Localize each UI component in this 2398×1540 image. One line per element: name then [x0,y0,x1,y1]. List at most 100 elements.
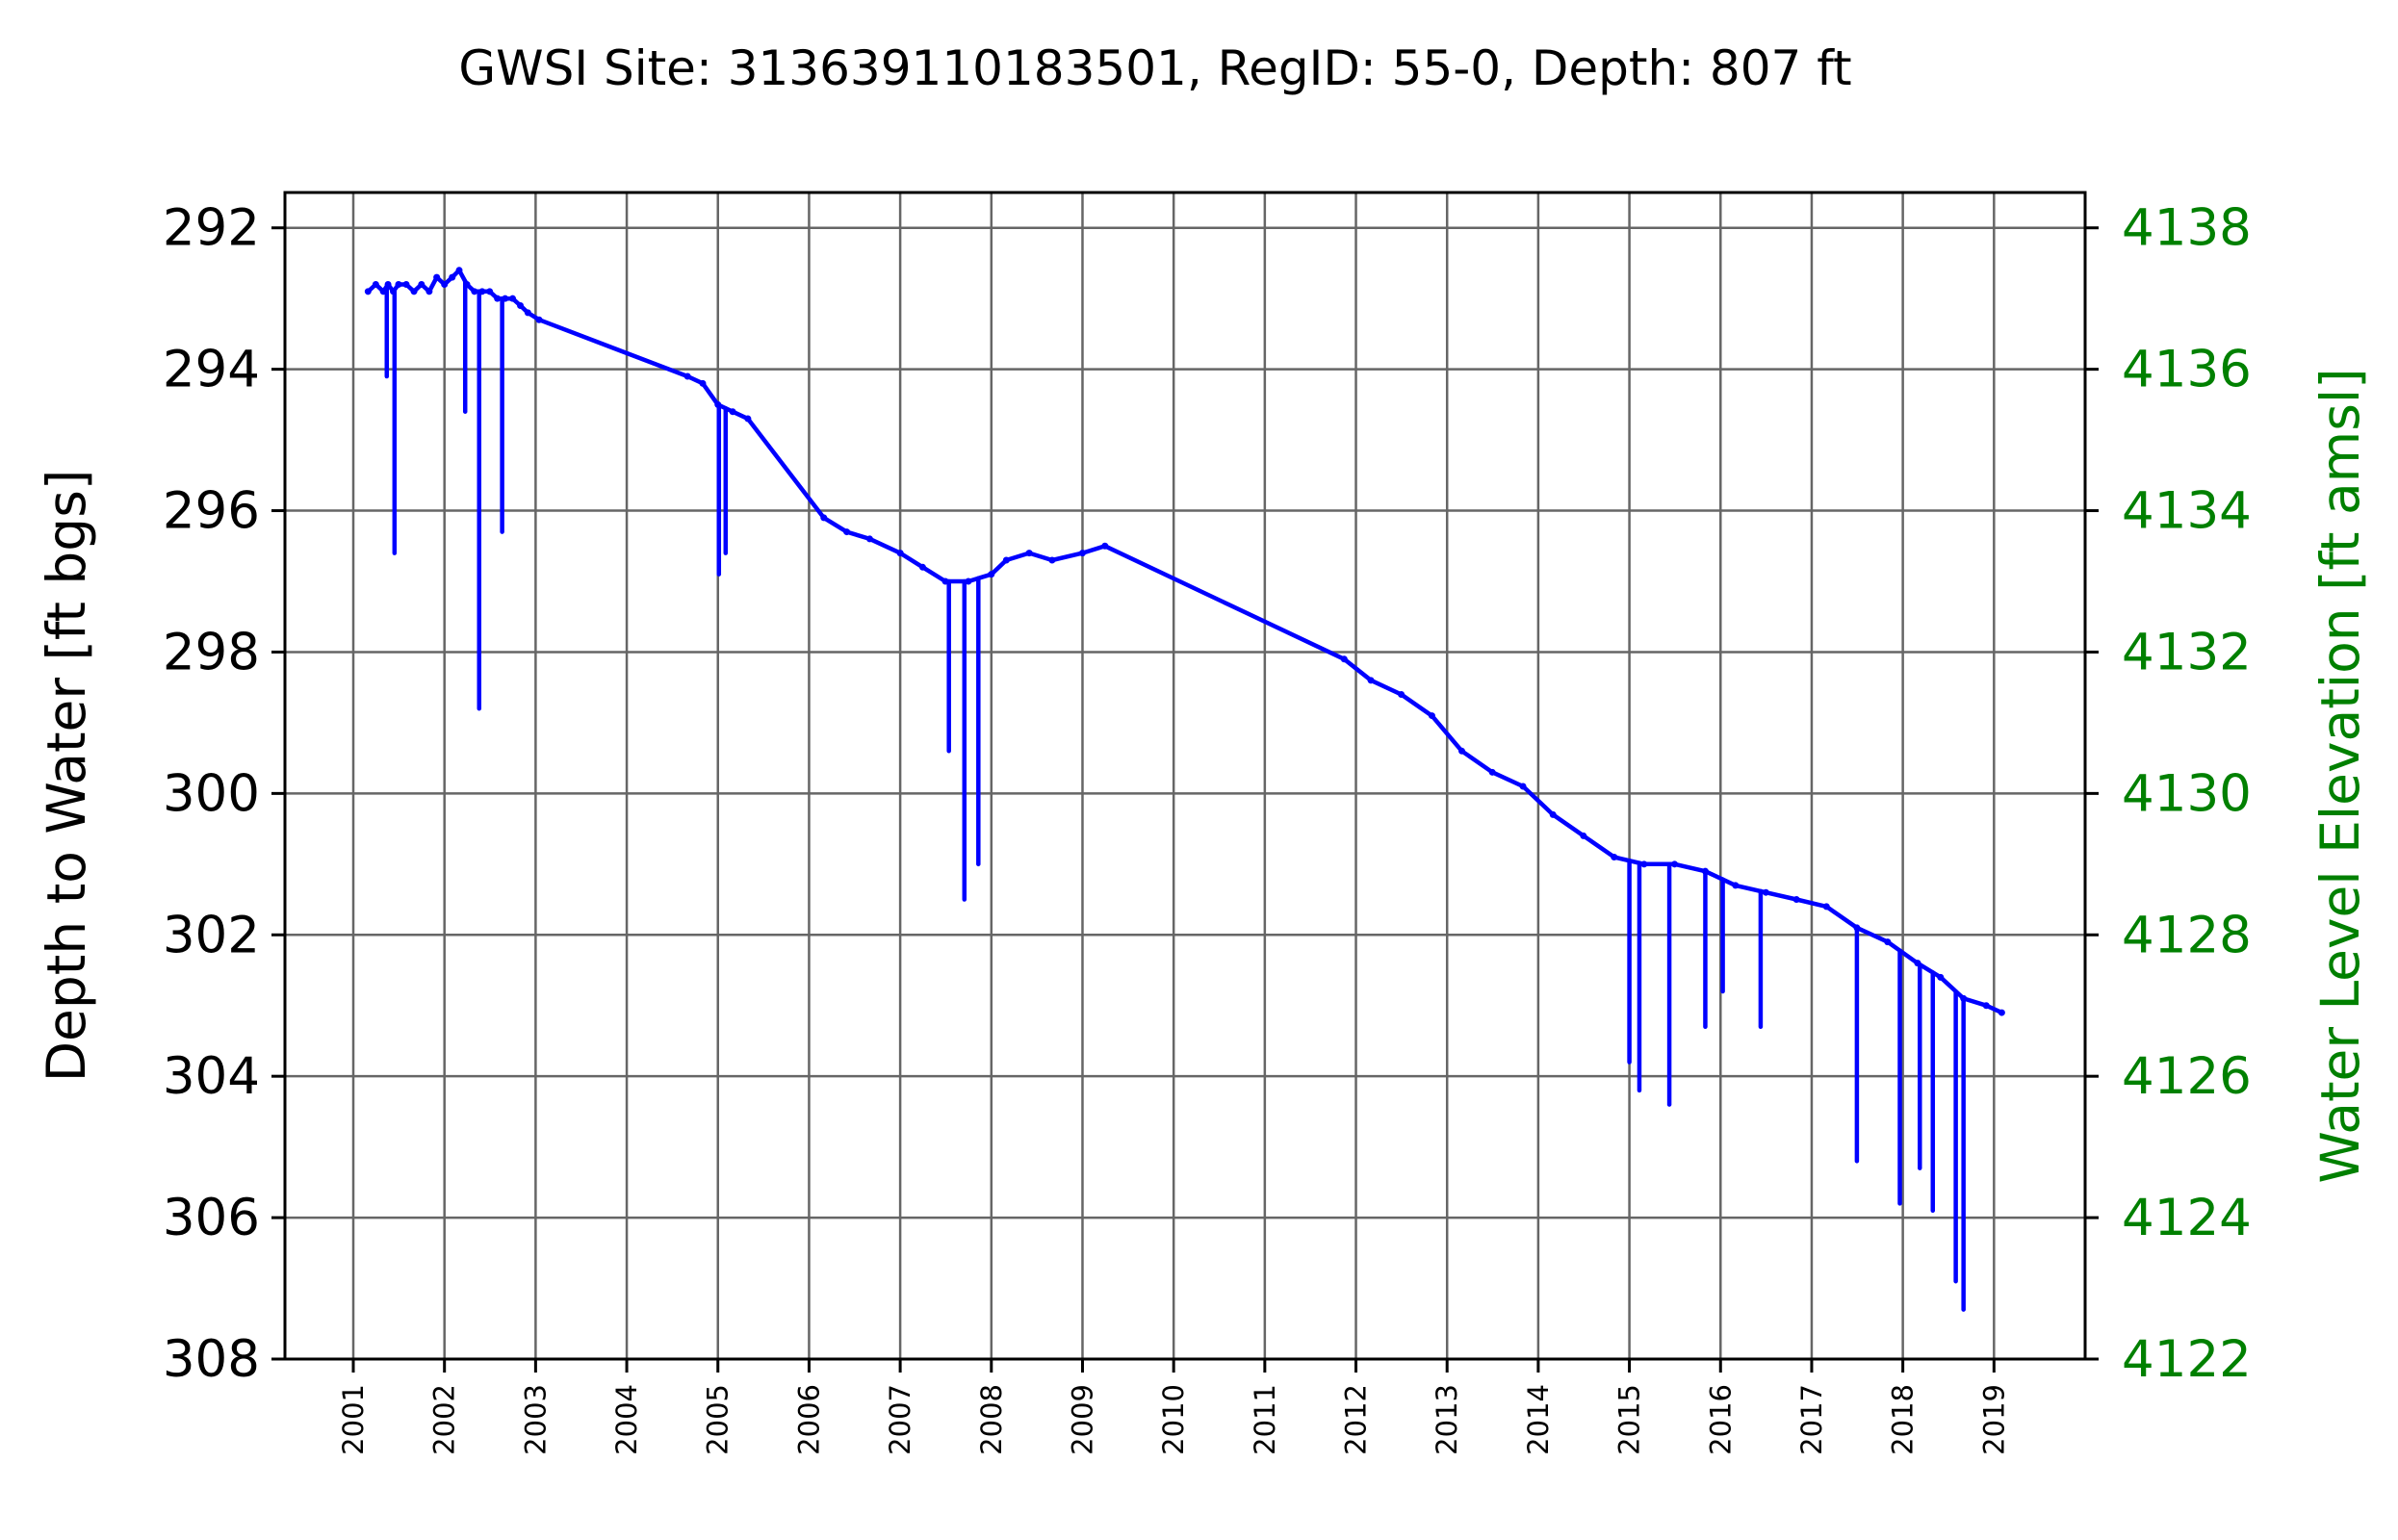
y-tick-label: 298 [163,623,260,681]
x-tick-label: 2007 [884,1384,916,1455]
y-tick-label: 304 [163,1047,260,1106]
data-point [1002,556,1010,564]
data-point [1488,768,1496,776]
data-point [517,302,525,310]
x-tick-label: 2009 [1066,1384,1098,1455]
x-tick-label: 2018 [1887,1384,1920,1455]
x-tick-label: 2013 [1431,1384,1463,1455]
x-tick-label: 2012 [1340,1384,1373,1455]
data-point [965,578,972,585]
x-tick-label: 2003 [519,1384,552,1455]
data-point [455,267,463,274]
data-point [418,280,425,288]
data-point [1519,783,1527,790]
data-point [1398,691,1405,699]
y-right-tick-label: 4128 [2122,906,2252,964]
data-point [395,280,402,288]
x-tick-label: 2002 [428,1384,461,1455]
data-point [535,316,543,323]
y-tick-label: 308 [163,1330,260,1389]
x-axis: 2001 2002 2003 2004 2005 2006 2007 2008 2009 2010… [337,1359,2010,1455]
data-point [1762,888,1769,896]
data-point [1937,973,1945,981]
data-point [820,514,828,522]
data-point [729,408,736,416]
data-point [918,563,926,571]
x-tick-label: 2001 [337,1384,370,1455]
data-point [843,528,851,536]
y-right-tick-label: 4130 [2122,764,2252,823]
y-right-tick-label: 4124 [2122,1189,2252,1247]
y-tick-label: 302 [163,906,260,964]
y-tick-label: 300 [163,764,260,823]
data-point [471,288,478,295]
data-point [1025,550,1033,557]
data-point [1458,747,1466,755]
data-point [486,288,494,295]
y-right-tick-label: 4132 [2122,623,2252,681]
data-point [410,288,418,295]
plot-frame [283,191,2087,1361]
data-point [988,571,995,578]
data-point [1671,860,1679,868]
data-point [1732,882,1740,889]
x-tick-label: 2015 [1613,1384,1646,1455]
data-point [1792,896,1800,904]
plot-background [285,192,2085,1359]
data-point [1340,655,1348,663]
y-right-tick-label: 4122 [2122,1330,2252,1389]
data-point [1822,903,1830,911]
data-point [425,288,433,295]
data-point [1428,712,1435,720]
x-tick-label: 2014 [1522,1384,1555,1455]
x-tick-label: 2016 [1704,1384,1737,1455]
y-right-tick-label: 4126 [2122,1047,2252,1106]
y-axis-right-label: Water Level Elevation [ft amsl] [2309,368,2371,1183]
data-point [1367,677,1375,684]
y-tick-label: 292 [163,199,260,258]
data-point [364,288,372,295]
data-point [449,273,456,281]
x-tick-label: 2011 [1249,1384,1281,1455]
data-point [1611,853,1618,860]
data-point [1998,1009,2005,1016]
data-point [1101,542,1109,550]
y-axis-left-label: Depth to Water [ft bgs] [36,470,97,1083]
data-point [402,280,410,288]
x-tick-label: 2005 [702,1384,735,1455]
chart-title: GWSI Site: 313639110183501, RegID: 55-0,… [458,40,1851,96]
data-point [683,372,691,380]
data-point [433,273,441,281]
data-point [1580,832,1587,839]
data-point [1048,556,1056,564]
data-point [744,415,752,423]
x-tick-label: 2017 [1795,1384,1828,1455]
data-point [1549,810,1557,818]
data-point [524,309,531,317]
data-point [441,280,449,288]
y-axis-right: 4138 4136 4134 4132 4130 4128 4126 4124 4122 [2085,199,2252,1389]
data-point [1078,550,1086,557]
y-tick-label: 296 [163,482,260,541]
series-layer [364,267,2005,1312]
data-point [896,550,904,557]
y-right-tick-label: 4138 [2122,199,2252,258]
grid [285,192,2085,1361]
y-tick-label: 306 [163,1189,260,1247]
data-point [699,379,707,387]
data-point [1640,860,1648,868]
x-tick-label: 2010 [1157,1384,1190,1455]
data-point [509,295,517,302]
y-right-tick-label: 4136 [2122,341,2252,399]
y-right-tick-label: 4134 [2122,482,2252,541]
y-tick-label: 294 [163,341,260,399]
x-tick-label: 2006 [792,1384,825,1455]
data-point [1884,938,1892,946]
y-axis-left: 292 294 296 298 300 302 304 306 308 [163,199,285,1389]
x-tick-label: 2019 [1977,1384,2010,1455]
data-point [372,280,379,288]
x-tick-label: 2008 [975,1384,1008,1455]
data-point [865,535,873,543]
data-point [1982,1002,1990,1010]
